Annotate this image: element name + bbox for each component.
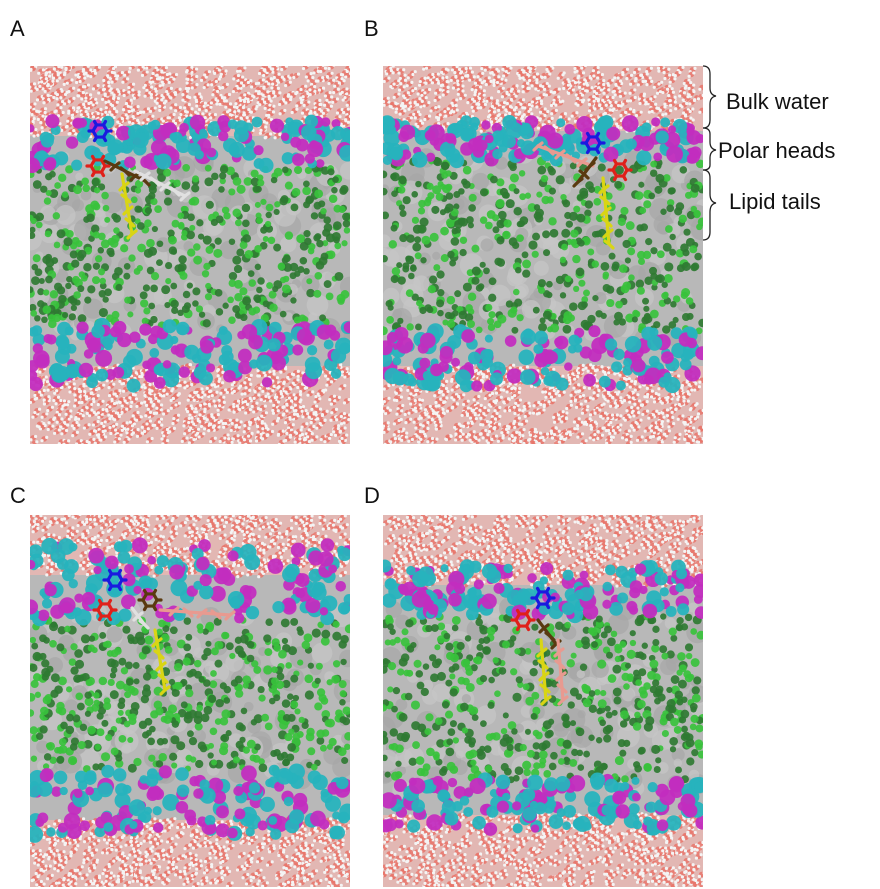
panel-label-b: B: [364, 16, 379, 41]
label-bulk-water: Bulk water: [726, 89, 829, 114]
embedded-molecule: [532, 131, 633, 250]
snapshot-c-image: [30, 515, 350, 887]
brace-lipid-tails: [702, 169, 717, 241]
embedded-molecule: [85, 119, 191, 240]
snapshot-panel-d: [383, 515, 703, 887]
snapshot-panel-a: [30, 66, 350, 444]
brace-bulk-water: [702, 65, 717, 129]
brace-polar-heads: [702, 127, 717, 171]
embedded-molecule: [510, 586, 569, 706]
snapshot-panel-b: [383, 66, 703, 444]
label-lipid-tails: Lipid tails: [729, 189, 821, 214]
label-polar-heads: Polar heads: [718, 138, 836, 163]
panel-label-a: A: [10, 16, 25, 41]
panel-label-c: C: [10, 483, 26, 508]
snapshot-d-image: [383, 515, 703, 887]
region-braces: [702, 65, 717, 241]
snapshot-panel-c: [30, 515, 350, 887]
snapshot-a-image: [30, 66, 350, 444]
embedded-molecule: [92, 568, 236, 696]
snapshot-b-image: [383, 66, 703, 444]
panel-label-d: D: [364, 483, 380, 508]
